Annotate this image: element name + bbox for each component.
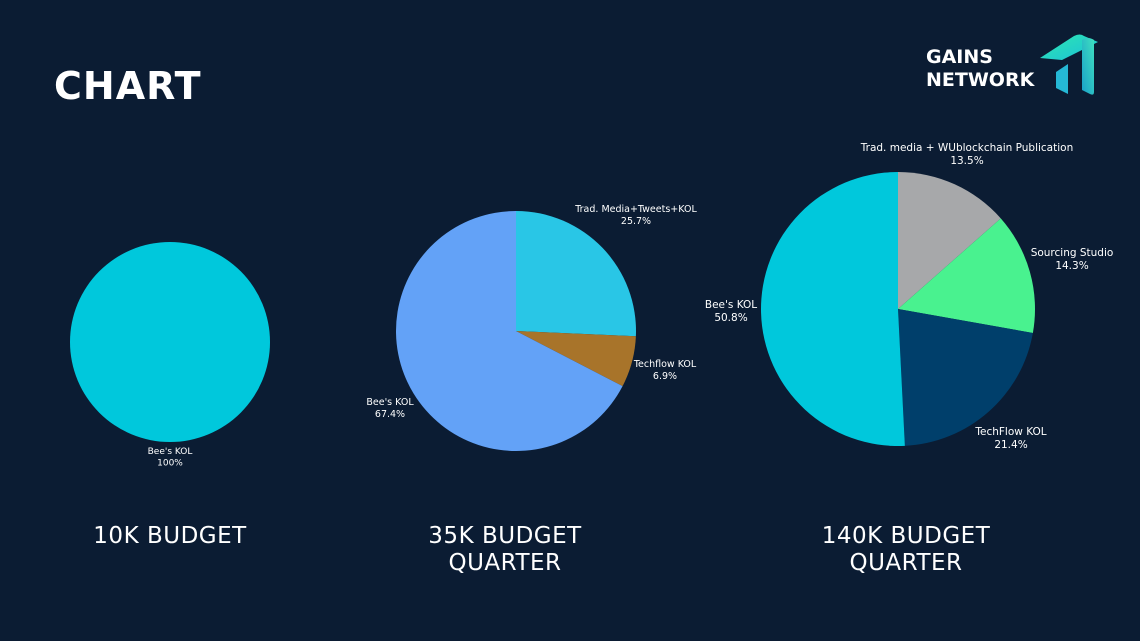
slice-value-1-0: 25.7% bbox=[621, 216, 651, 227]
slice-value-1-1: 6.9% bbox=[653, 371, 677, 382]
pie-slice-2-2 bbox=[898, 309, 1033, 446]
logo-line-2: NETWORK bbox=[926, 69, 1035, 91]
slice-value-0-0: 100% bbox=[157, 458, 183, 468]
pie-slice-1-2 bbox=[396, 211, 623, 452]
slice-label-0-0: Bee's KOL bbox=[148, 447, 193, 457]
caption-10k: 10K BUDGET bbox=[50, 523, 290, 550]
logo-wordmark: GAINS NETWORK bbox=[926, 46, 1034, 92]
slice-label-2-2: TechFlow KOL bbox=[974, 426, 1046, 438]
slice-value-2-0: 13.5% bbox=[950, 155, 983, 167]
pie-slice-1-0 bbox=[516, 211, 636, 337]
caption-140k-line-2: QUARTER bbox=[849, 550, 963, 576]
gains-network-logo: GAINS NETWORK bbox=[926, 32, 1106, 102]
pie-chart-140k: Trad. media + WUblockchain Publication13… bbox=[705, 142, 1113, 451]
caption-35k-line-2: QUARTER bbox=[448, 550, 562, 576]
logo-line-1: GAINS bbox=[926, 46, 993, 68]
slice-label-2-3: Bee's KOL bbox=[705, 299, 757, 311]
slice-value-2-2: 21.4% bbox=[994, 439, 1027, 451]
slice-value-2-3: 50.8% bbox=[714, 312, 747, 324]
caption-35k: 35K BUDGET QUARTER bbox=[385, 523, 625, 577]
slice-label-1-1: Techflow KOL bbox=[633, 359, 697, 370]
slice-value-1-2: 67.4% bbox=[375, 409, 405, 420]
pie-slice-2-3 bbox=[761, 172, 905, 446]
caption-140k-line-1: 140K BUDGET bbox=[821, 523, 991, 549]
pie-slice-2-0 bbox=[898, 172, 1001, 309]
slice-label-2-1: Sourcing Studio bbox=[1031, 247, 1114, 259]
pie-slice-1-1 bbox=[516, 331, 636, 387]
pie-slice-2-1 bbox=[898, 218, 1035, 333]
pie-slice-0-0 bbox=[70, 242, 270, 442]
slice-label-2-0: Trad. media + WUblockchain Publication bbox=[860, 142, 1073, 154]
slice-label-1-0: Trad. Media+Tweets+KOL bbox=[574, 204, 697, 215]
slice-value-2-1: 14.3% bbox=[1055, 260, 1088, 272]
slice-label-1-2: Bee's KOL bbox=[366, 397, 414, 408]
caption-35k-line-1: 35K BUDGET bbox=[428, 523, 582, 549]
gains-arrow-logo-icon bbox=[1040, 34, 1098, 95]
caption-140k: 140K BUDGET QUARTER bbox=[786, 523, 1026, 577]
slide-title: CHART bbox=[54, 64, 202, 108]
caption-10k-line-1: 10K BUDGET bbox=[93, 523, 247, 549]
